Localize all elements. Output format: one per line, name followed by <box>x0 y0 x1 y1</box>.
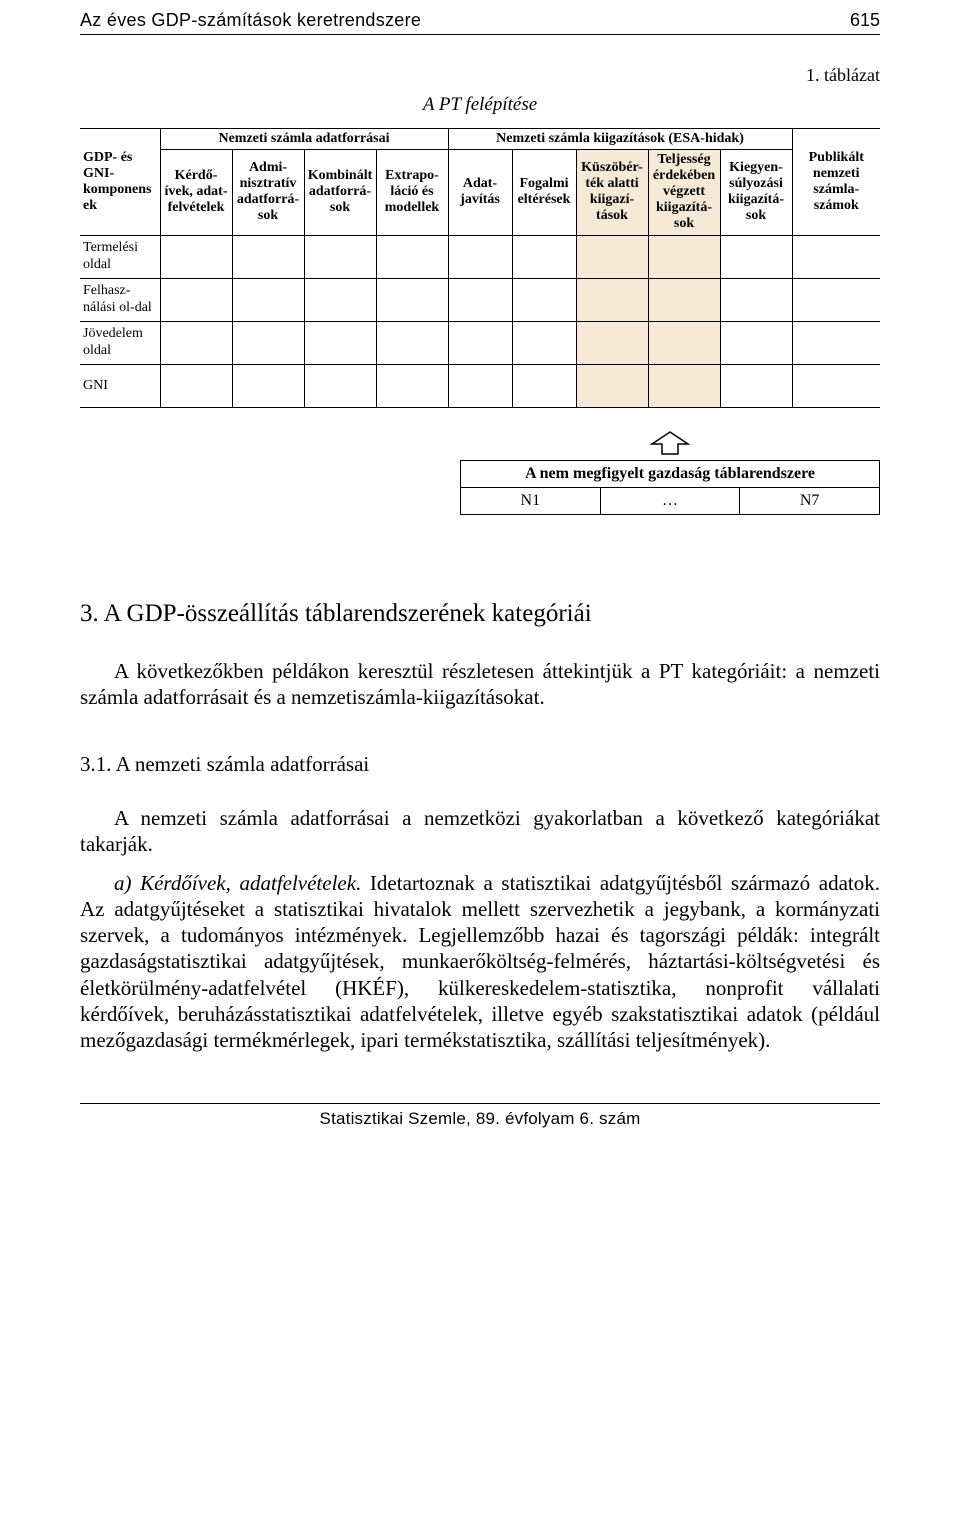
col-header-6: Fogalmi eltérések <box>512 150 576 235</box>
table-row: Felhasz-nálási ol-dal <box>80 278 880 321</box>
cell <box>576 278 648 321</box>
cell <box>576 321 648 364</box>
row-label-1: Termelési oldal <box>80 235 160 278</box>
col-header-7: Küszöbér-ték alatti kiigazí-tások <box>576 150 648 235</box>
running-head: Az éves GDP-számítások keretrendszere 61… <box>80 10 880 35</box>
cell <box>576 235 648 278</box>
cell <box>304 235 376 278</box>
cell <box>448 278 512 321</box>
cell <box>648 278 720 321</box>
section-3-1-para-1: A nemzeti számla adatforrásai a nemzetkö… <box>80 805 880 858</box>
cell <box>376 278 448 321</box>
cell <box>720 278 792 321</box>
cell <box>304 321 376 364</box>
col-header-9: Kiegyen-súlyozási kiigazítá-sok <box>720 150 792 235</box>
row-label-4: GNI <box>80 364 160 407</box>
cell <box>232 364 304 407</box>
cell <box>160 321 232 364</box>
cell <box>792 278 880 321</box>
cell <box>232 235 304 278</box>
cell <box>512 321 576 364</box>
cell <box>792 235 880 278</box>
cell <box>232 278 304 321</box>
cell <box>720 235 792 278</box>
para-2-rest: Idetartoznak a statisztikai adatgyűjtésb… <box>80 871 880 1053</box>
cell <box>512 364 576 407</box>
cell <box>448 364 512 407</box>
pt-table: GDP- és GNI-komponensek Nemzeti számla a… <box>80 128 880 408</box>
cell <box>160 235 232 278</box>
sub-table-wrap: A nem megfigyelt gazdaság táblarendszere… <box>460 430 880 515</box>
cell <box>720 364 792 407</box>
cell <box>648 321 720 364</box>
cell <box>648 235 720 278</box>
sub-cell-left: N1 <box>461 487 601 514</box>
cell <box>304 364 376 407</box>
cell <box>648 364 720 407</box>
col-header-3: Kombinált adatforrá-sok <box>304 150 376 235</box>
table-caption: A PT felépítése <box>80 94 880 116</box>
running-head-title: Az éves GDP-számítások keretrendszere <box>80 10 421 31</box>
page-footer: Statisztikai Szemle, 89. évfolyam 6. szá… <box>80 1103 880 1129</box>
col-header-published: Publikált nemzeti számla-számok <box>792 129 880 236</box>
para-2-lead-italic: a) Kérdőívek, adatfelvételek. <box>114 871 361 895</box>
col-group-sources: Nemzeti számla adatforrásai <box>160 129 448 150</box>
page: Az éves GDP-számítások keretrendszere 61… <box>0 0 960 1513</box>
cell <box>512 235 576 278</box>
table-row: Jövedelem oldal <box>80 321 880 364</box>
col-header-components: GDP- és GNI-komponensek <box>80 129 160 236</box>
cell <box>512 278 576 321</box>
table-row: GNI <box>80 364 880 407</box>
cell <box>792 321 880 364</box>
cell <box>576 364 648 407</box>
sub-table-title: A nem megfigyelt gazdaság táblarendszere <box>461 460 880 487</box>
cell <box>376 321 448 364</box>
section-3-heading: 3. A GDP-összeállítás táblarendszerének … <box>80 600 880 628</box>
col-header-1: Kérdő-ívek, adat-felvételek <box>160 150 232 235</box>
up-arrow-icon <box>640 430 700 456</box>
cell <box>792 364 880 407</box>
cell <box>376 364 448 407</box>
running-head-page-number: 615 <box>850 10 880 31</box>
col-group-adjustments: Nemzeti számla kiigazítások (ESA-hidak) <box>448 129 792 150</box>
cell <box>448 321 512 364</box>
table-number-label: 1. táblázat <box>80 65 880 86</box>
sub-cell-mid: … <box>600 487 740 514</box>
col-header-5: Adat-javítás <box>448 150 512 235</box>
table-row: Termelési oldal <box>80 235 880 278</box>
col-header-8: Teljesség érdekében végzett kiigazítá-so… <box>648 150 720 235</box>
cell <box>448 235 512 278</box>
section-3-1-heading: 3.1. A nemzeti számla adatforrásai <box>80 752 880 777</box>
cell <box>376 235 448 278</box>
cell <box>304 278 376 321</box>
cell <box>160 278 232 321</box>
row-label-2: Felhasz-nálási ol-dal <box>80 278 160 321</box>
row-label-3: Jövedelem oldal <box>80 321 160 364</box>
sub-table: A nem megfigyelt gazdaság táblarendszere… <box>460 460 880 515</box>
section-3-para-1: A következőkben példákon keresztül részl… <box>80 658 880 711</box>
cell <box>232 321 304 364</box>
cell <box>720 321 792 364</box>
cell <box>160 364 232 407</box>
col-header-4: Extrapo-láció és modellek <box>376 150 448 235</box>
sub-cell-right: N7 <box>740 487 880 514</box>
section-3-1-para-2: a) Kérdőívek, adatfelvételek. Idetartozn… <box>80 870 880 1054</box>
col-header-2: Admi-nisztratív adatforrá-sok <box>232 150 304 235</box>
